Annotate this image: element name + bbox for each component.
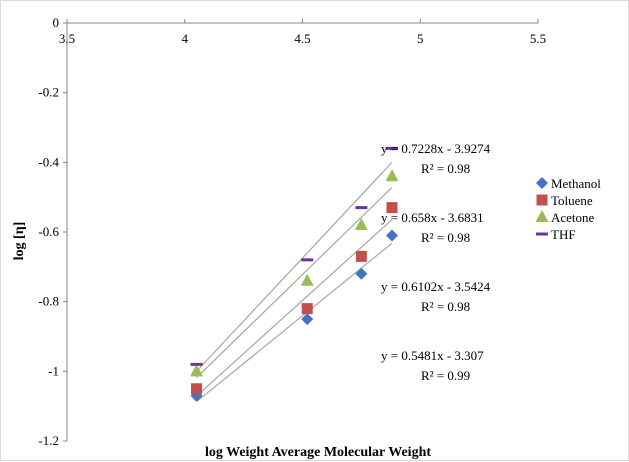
legend-marker-thf [536,232,548,236]
y-tick-label: 0 [53,15,60,30]
x-tick-label: 5 [417,31,424,46]
trend-r2-thf: R² = 0.98 [421,161,470,176]
trend-annotations: y = 0.7228x - 3.9274 R² = 0.98 y = 0.658x … [381,141,491,383]
data-point-acetone [354,218,368,231]
trendline-methanol [196,242,393,403]
trend-r2-toluene: R² = 0.98 [421,299,470,314]
data-points [190,146,399,402]
trendline-thf [196,161,393,372]
y-tick-label: -0.4 [38,154,59,169]
legend-label-thf: THF [551,227,576,242]
legend: Methanol Toluene Acetone THF [535,176,601,242]
legend-marker-methanol [536,177,548,189]
data-point-methanol [355,267,368,280]
trend-equation-methanol: y = 0.5481x - 3.307 [381,348,484,363]
trendline-toluene [196,219,393,397]
data-point-thf [190,362,203,366]
y-tick-label: -1 [48,363,59,378]
data-point-methanol [301,313,314,326]
trend-r2-acetone: R² = 0.98 [421,230,470,245]
legend-marker-acetone [535,210,549,222]
trendline-acetone [196,187,393,379]
data-point-acetone [385,169,399,182]
x-tick-label: 4.5 [294,31,310,46]
trend-equation-thf: y = 0.7228x - 3.9274 [381,141,491,156]
data-point-thf [301,258,314,262]
x-tick-label: 3.5 [59,31,75,46]
data-point-acetone [300,273,314,286]
x-tick-label: 5.5 [530,31,546,46]
y-axis-title: log [η] [12,222,27,261]
data-point-methanol [385,229,398,242]
x-axis-title: log Weight Average Molecular Weight [205,445,431,460]
legend-label-toluene: Toluene [551,193,593,208]
y-tick-label: -0.8 [38,294,59,309]
data-point-toluene [191,383,203,395]
legend-label-acetone: Acetone [551,210,595,225]
data-point-thf [355,206,368,210]
x-tick-label: 4 [182,31,189,46]
data-point-toluene [355,250,367,262]
trend-equation-toluene: y = 0.6102x - 3.5424 [381,279,491,294]
y-tick-label: -0.6 [38,224,59,239]
data-point-toluene [301,303,313,315]
y-tick-label: -0.2 [38,85,59,100]
data-point-acetone [190,364,204,377]
legend-label-methanol: Methanol [551,176,601,191]
trendlines [196,161,393,403]
data-point-thf [385,146,398,150]
y-tick-label: -1.2 [38,433,59,448]
trend-equation-acetone: y = 0.658x - 3.6831 [381,210,484,225]
legend-marker-toluene [536,194,548,206]
data-point-toluene [386,202,398,214]
axes: 3.5 4 4.5 5 5.5 0 -0.2 -0.4 -0.6 -0.8 -1 -1.2 [38,15,546,448]
trend-r2-methanol: R² = 0.99 [421,368,470,383]
